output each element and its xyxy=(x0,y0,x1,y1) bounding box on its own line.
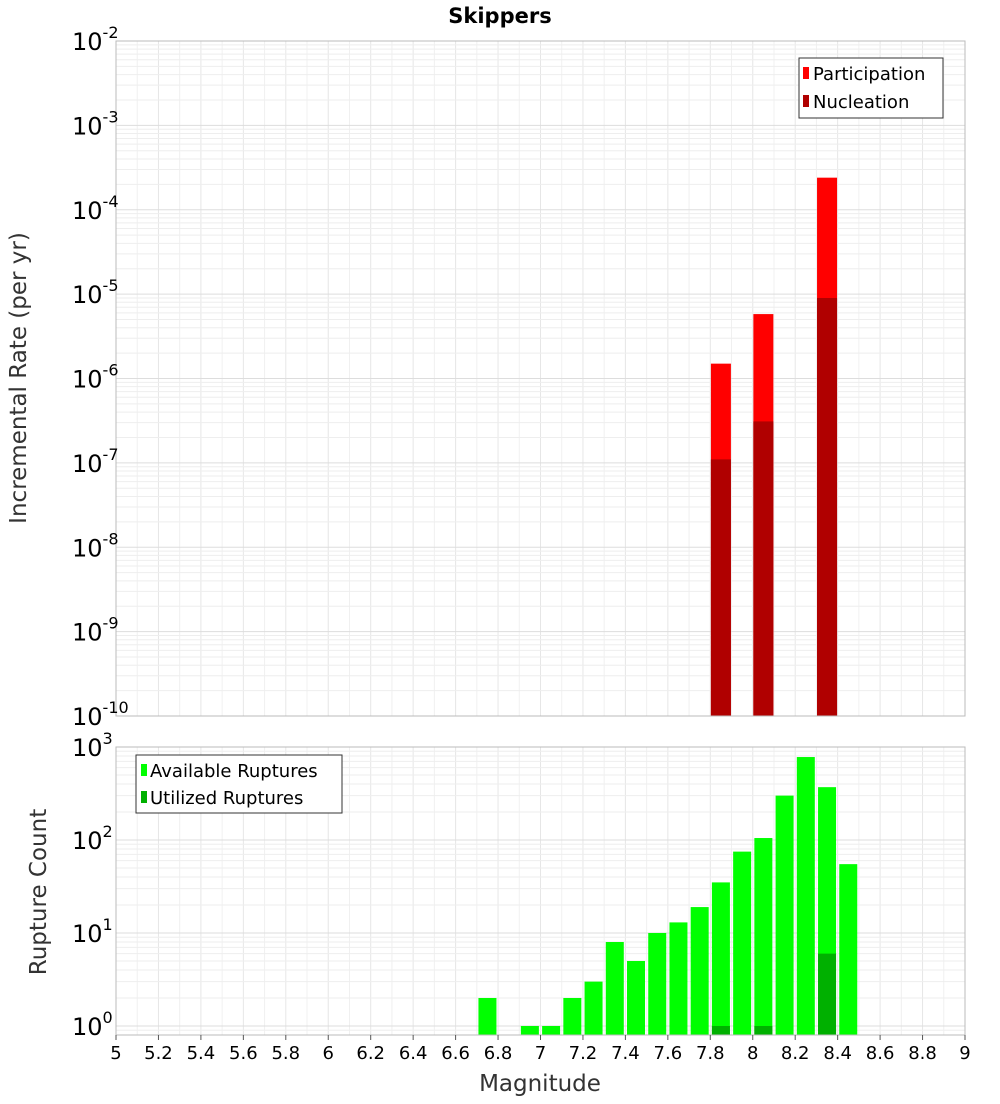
legend-label-utilized-ruptures: Utilized Ruptures xyxy=(150,788,303,809)
rates-legend-box xyxy=(798,57,944,119)
y-tick-label: 101 xyxy=(72,915,113,948)
y-tick-label: 10-2 xyxy=(72,23,119,56)
y-tick-label: 10-4 xyxy=(72,192,119,225)
y-tick-label: 100 xyxy=(72,1008,113,1041)
y-tick-label: 10-10 xyxy=(72,698,129,731)
x-tick-label: 7 xyxy=(535,1043,546,1064)
bar-available-ruptures xyxy=(690,907,709,1035)
legend-label-participation: Participation xyxy=(813,64,925,85)
x-axis-label: Magnitude xyxy=(479,1071,601,1097)
counts-bars xyxy=(478,757,858,1035)
x-tick-label: 5.4 xyxy=(187,1043,216,1064)
bar-available-ruptures xyxy=(542,1025,561,1035)
x-tick-label: 6.4 xyxy=(399,1043,428,1064)
y-tick-label: 10-8 xyxy=(72,529,119,562)
x-tick-label: 6.2 xyxy=(356,1043,385,1064)
bar-available-ruptures xyxy=(711,882,730,1035)
bar-available-ruptures xyxy=(796,757,815,1035)
x-tick-label: 7.2 xyxy=(569,1043,598,1064)
x-tick-label: 7.6 xyxy=(654,1043,683,1064)
x-tick-label: 5.6 xyxy=(229,1043,258,1064)
x-axis-ticks: 5 5.2 5.4 5.6 5.8 6 6.2 6.4 6.6 6.8 7 7.2 7.4 7.6 7.8 8… xyxy=(110,1035,971,1064)
legend-label-nucleation: Nucleation xyxy=(813,92,909,113)
bar-utilized-ruptures xyxy=(711,1025,730,1035)
rates-bars xyxy=(710,177,838,716)
bar-available-ruptures xyxy=(839,864,858,1035)
rates-y-axis-label: Incremental Rate (per yr) xyxy=(6,232,32,524)
x-tick-label: 8 xyxy=(747,1043,758,1064)
counts-y-axis-label: Rupture Count xyxy=(26,809,52,975)
y-tick-label: 103 xyxy=(72,729,113,762)
bar-nucleation xyxy=(710,459,731,716)
legend-swatch-nucleation xyxy=(803,95,809,107)
x-tick-label: 5.8 xyxy=(271,1043,300,1064)
x-tick-label: 7.8 xyxy=(696,1043,725,1064)
rates-legend: Participation Nucleation xyxy=(798,57,944,119)
bar-available-ruptures xyxy=(775,795,794,1035)
x-tick-label: 8.2 xyxy=(781,1043,810,1064)
bar-available-ruptures xyxy=(754,838,773,1035)
bar-available-ruptures xyxy=(627,960,646,1035)
counts-panel: 100 101 102 103 5 5.2 5.4 5.6 5.8 6 6.2 6.4 6.6 6.8 7… xyxy=(26,729,971,1097)
rates-plot-frame xyxy=(115,40,966,717)
legend-swatch-available-ruptures xyxy=(141,764,147,776)
x-tick-label: 9 xyxy=(959,1043,970,1064)
bar-available-ruptures xyxy=(584,981,603,1035)
counts-y-ticks: 100 101 102 103 xyxy=(72,729,113,1041)
y-tick-label: 10-5 xyxy=(72,276,119,309)
bar-available-ruptures xyxy=(478,997,497,1035)
bar-available-ruptures xyxy=(733,851,752,1035)
y-tick-label: 102 xyxy=(72,822,113,855)
bar-available-ruptures xyxy=(563,997,582,1035)
bar-utilized-ruptures xyxy=(754,1025,773,1035)
x-tick-label: 5.2 xyxy=(144,1043,173,1064)
rates-y-ticks: 10-10 10-9 10-8 10-7 10-6 10-5 10-4 10-3 10-2 xyxy=(72,23,129,731)
legend-swatch-utilized-ruptures xyxy=(141,791,147,803)
x-tick-label: 6.6 xyxy=(441,1043,470,1064)
bar-available-ruptures xyxy=(520,1025,539,1035)
y-tick-label: 10-6 xyxy=(72,361,119,394)
legend-swatch-participation xyxy=(803,67,809,79)
bar-available-ruptures xyxy=(605,942,624,1035)
y-tick-label: 10-7 xyxy=(72,445,119,478)
chart-title: Skippers xyxy=(448,4,551,28)
bar-available-ruptures xyxy=(669,922,688,1035)
rates-panel: 10-10 10-9 10-8 10-7 10-6 10-5 10-4 10-3 10-2 In… xyxy=(6,23,966,731)
x-tick-label: 7.4 xyxy=(611,1043,640,1064)
counts-legend-box xyxy=(135,754,343,814)
x-tick-label: 6 xyxy=(323,1043,334,1064)
y-tick-label: 10-9 xyxy=(72,614,119,647)
bar-available-ruptures xyxy=(648,932,667,1035)
x-tick-label: 8.6 xyxy=(866,1043,895,1064)
x-tick-label: 8.4 xyxy=(823,1043,852,1064)
bar-utilized-ruptures xyxy=(818,953,837,1035)
x-tick-label: 6.8 xyxy=(484,1043,513,1064)
y-tick-label: 10-3 xyxy=(72,107,119,140)
bar-nucleation xyxy=(753,421,774,716)
rates-grid xyxy=(115,40,966,717)
x-tick-label: 8.8 xyxy=(908,1043,937,1064)
x-tick-label: 5 xyxy=(110,1043,121,1064)
legend-label-available-ruptures: Available Ruptures xyxy=(150,761,318,782)
bar-nucleation xyxy=(817,297,838,716)
counts-legend: Available Ruptures Utilized Ruptures xyxy=(135,754,343,814)
